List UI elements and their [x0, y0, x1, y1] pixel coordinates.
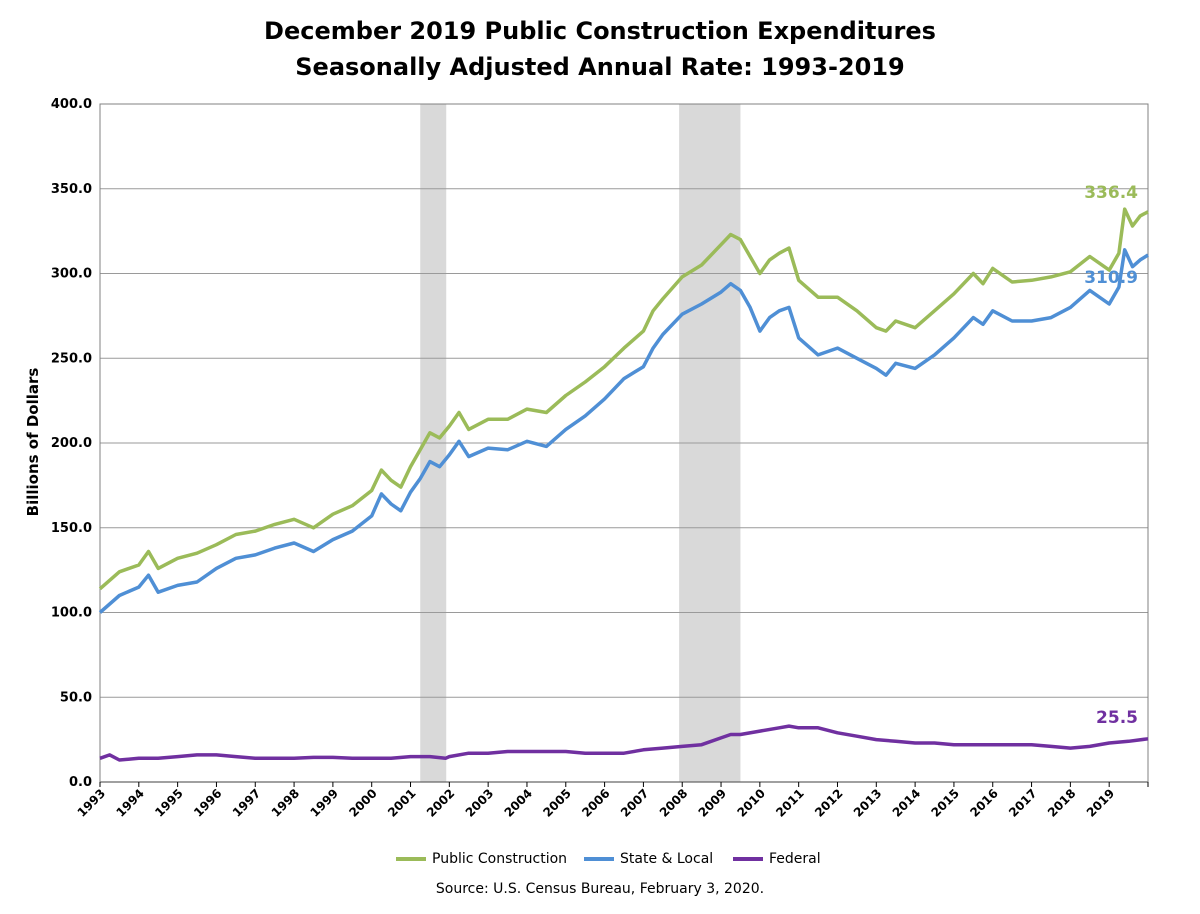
x-tick-label: 2011	[773, 786, 807, 820]
y-tick-label: 300.0	[51, 267, 92, 282]
source-note: Source: U.S. Census Bureau, February 3, …	[435, 881, 765, 897]
legend-item-public-construction: Public Construction	[396, 848, 567, 870]
y-tick-label: 50.0	[60, 690, 92, 705]
x-tick-label: 1997	[230, 786, 264, 820]
x-tick-label: 2008	[657, 786, 691, 820]
gridlines	[99, 103, 1149, 783]
x-axis-tick-labels: 1993 1994 1995 1996 1997 1998 1999 2000 2001 2002…	[75, 782, 1149, 820]
end-label-state-local: 310.9	[1084, 268, 1138, 288]
x-tick-label: 2006	[579, 786, 613, 820]
x-tick-label: 1993	[75, 786, 109, 820]
x-tick-label: 2015	[929, 786, 963, 820]
chart-title-line-1: December 2019 Public Construction Expend…	[264, 17, 936, 45]
legend-swatch-public-construction	[396, 857, 426, 861]
y-tick-label: 200.0	[51, 436, 92, 451]
y-axis-label: Billions of Dollars	[24, 368, 42, 517]
end-label-public-construction: 336.4	[1084, 183, 1138, 203]
x-tick-label: 2004	[502, 786, 536, 820]
chart-title-line-2: Seasonally Adjusted Annual Rate: 1993-20…	[295, 53, 905, 81]
y-tick-label: 400.0	[51, 97, 92, 112]
legend-label-state-local: State & Local	[620, 851, 714, 867]
y-tick-label: 0.0	[69, 775, 92, 790]
x-tick-label: 2009	[696, 786, 730, 820]
legend-item-federal: Federal	[733, 848, 821, 870]
legend-label-public-construction: Public Construction	[432, 851, 568, 867]
series-line-state-local	[98, 248, 1149, 614]
legend-swatch-state-local	[584, 857, 614, 861]
x-tick-label: 2001	[385, 786, 419, 820]
series-line-public-construction	[98, 207, 1149, 591]
x-tick-label: 1996	[191, 786, 225, 820]
legend: Public Construction State & Local Federa…	[0, 848, 1200, 872]
x-tick-label: 2017	[1006, 786, 1040, 820]
x-tick-label: 2012	[812, 786, 846, 820]
end-label-federal: 25.5	[1096, 708, 1138, 728]
x-tick-label: 2019	[1084, 786, 1118, 820]
x-tick-label: 2002	[424, 786, 458, 820]
x-tick-label: 1994	[113, 786, 147, 820]
legend-item-state-local: State & Local	[584, 848, 713, 870]
x-tick-label: 1995	[152, 786, 186, 820]
x-tick-label: 2018	[1045, 786, 1079, 820]
x-tick-label: 2014	[890, 786, 924, 820]
y-tick-label: 250.0	[51, 351, 92, 366]
end-value-labels: 336.4 310.9 25.5	[1084, 183, 1138, 728]
x-tick-label: 2003	[463, 786, 497, 820]
x-tick-label: 2016	[967, 786, 1001, 820]
y-tick-label: 150.0	[51, 521, 92, 536]
series-line-federal	[99, 724, 1149, 762]
x-tick-label: 1999	[307, 786, 341, 820]
legend-label-federal: Federal	[769, 851, 821, 867]
data-series	[98, 207, 1149, 762]
y-axis-tick-labels: 0.0 50.0 100.0 150.0 200.0 250.0 300.0 350.0 400…	[51, 97, 92, 790]
x-tick-label: 2005	[540, 786, 574, 820]
x-tick-label: 2010	[734, 786, 768, 820]
x-tick-label: 2007	[618, 786, 652, 820]
x-tick-label: 2000	[346, 786, 380, 820]
x-tick-label: 1998	[269, 786, 303, 820]
x-tick-label: 2013	[851, 786, 885, 820]
plot-frame	[99, 103, 1149, 783]
y-tick-label: 100.0	[51, 606, 92, 621]
legend-swatch-federal	[733, 857, 763, 861]
y-tick-label: 350.0	[51, 182, 92, 197]
